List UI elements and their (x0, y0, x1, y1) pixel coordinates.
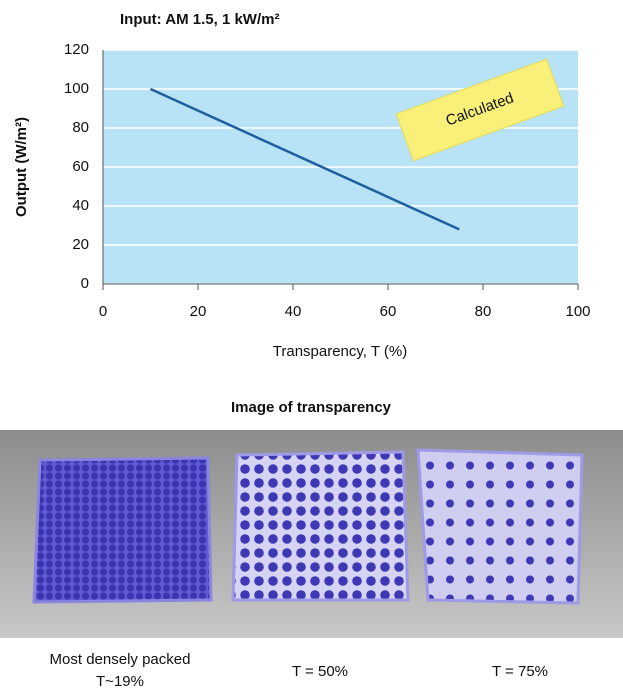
caption: Most densely packed (50, 651, 191, 668)
caption: T = 75% (492, 663, 548, 680)
x-tick-label: 0 (99, 303, 107, 320)
y-tick-label: 20 (72, 236, 89, 253)
y-tick-label: 100 (64, 80, 89, 97)
chart-title: Input: AM 1.5, 1 kW/m² (120, 11, 279, 28)
photo (0, 430, 623, 638)
y-tick-label: 80 (72, 119, 89, 136)
y-tick-label: 0 (81, 275, 89, 292)
x-axis-label: Transparency, T (%) (273, 343, 408, 360)
caption: T~19% (96, 673, 144, 690)
image-title: Image of transparency (231, 399, 392, 416)
x-tick-label: 60 (380, 303, 397, 320)
x-tick-label: 20 (190, 303, 207, 320)
y-tick-label: 40 (72, 197, 89, 214)
y-axis-label: Output (W/m²) (13, 117, 30, 217)
page: Input: AM 1.5, 1 kW/m² Transparency, T (… (0, 0, 623, 692)
caption: T = 50% (292, 663, 348, 680)
y-tick-label: 60 (72, 158, 89, 175)
x-tick-label: 80 (475, 303, 492, 320)
y-tick-label: 120 (64, 41, 89, 58)
x-tick-label: 40 (285, 303, 302, 320)
x-tick-label: 100 (565, 303, 590, 320)
